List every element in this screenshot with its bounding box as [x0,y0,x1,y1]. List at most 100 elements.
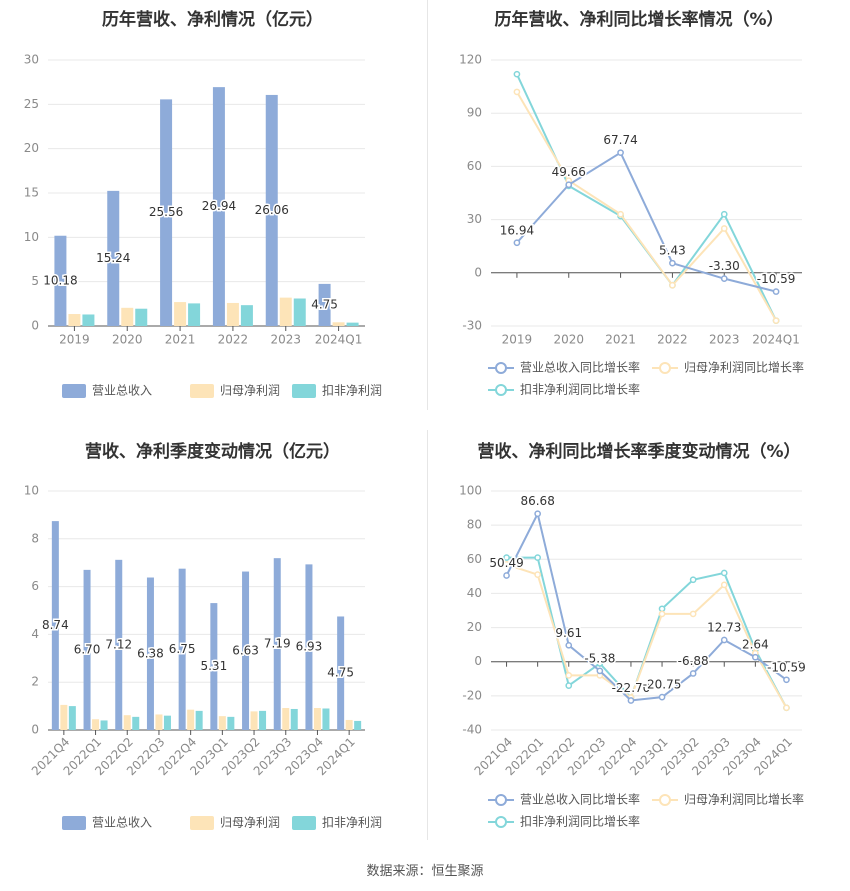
legend-swatch [62,816,86,830]
y-tick-label: -20 [462,688,482,702]
bar-归母净利润 [282,708,289,730]
y-tick-label: 60 [467,552,482,566]
legend-label: 归母净利润同比增长率 [684,792,804,807]
legend-swatch [190,384,214,398]
bar-归母净利润 [227,303,239,326]
data-point [597,668,602,673]
legend-label: 扣非净利润同比增长率 [520,814,640,829]
data-label: 6.70 [74,642,101,656]
x-tick-label: 2020 [553,333,584,347]
bar-扣非净利润 [188,303,200,326]
legend-swatch [292,384,316,398]
data-point [659,695,664,700]
data-label: -3.30 [709,259,740,273]
legend-label: 扣非净利润同比增长率 [520,382,640,397]
y-tick-label: 2 [31,675,39,689]
x-tick-label: 2019 [502,333,533,347]
data-point [722,637,727,642]
bar-扣非净利润 [347,323,359,326]
data-point [722,226,727,231]
legend-label: 归母净利润 [220,816,280,830]
data-label: 5.43 [659,244,686,258]
data-point [691,671,696,676]
legend-marker [660,363,670,373]
data-label: -10.59 [757,272,796,286]
chart-title: 营收、净利同比增长率季度变动情况（%） [477,441,800,462]
quarterly-growth-rate-line-chart: 营收、净利同比增长率季度变动情况（%）-40-20020406080100202… [428,430,850,850]
quarterly-revenue-profit-bar-chart: 营收、净利季度变动情况（亿元）02468102021Q42022Q12022Q2… [0,430,425,850]
data-label: 10.18 [43,273,77,287]
data-point [670,283,675,288]
data-point [566,683,571,688]
data-label: 86.68 [520,494,554,508]
data-point [535,511,540,516]
data-label: 67.74 [603,133,637,147]
data-label: 2.64 [742,638,769,652]
legend-label: 扣非净利润 [322,816,382,830]
data-point [773,318,778,323]
data-label: 5.31 [200,659,227,673]
bar-归母净利润 [280,298,292,326]
data-point [504,573,509,578]
data-point [722,212,727,217]
legend-swatch [190,816,214,830]
x-tick-label: 2023 [709,333,740,347]
bar-扣非净利润 [259,711,266,730]
bar-扣非净利润 [241,305,253,326]
x-tick-label: 2019 [59,333,90,347]
series-line-扣非净利润同比增长率 [517,74,776,320]
x-tick-label: 2020 [112,333,143,347]
data-label: 6.93 [296,640,323,654]
y-tick-label: 10 [24,230,39,244]
y-tick-label: 0 [31,319,39,333]
y-tick-label: 80 [467,518,482,532]
bar-扣非净利润 [354,721,361,730]
bar-扣非净利润 [164,716,171,730]
y-tick-label: 5 [31,274,39,288]
y-tick-label: -40 [462,723,482,737]
data-point [722,276,727,281]
x-tick-label: 2022 [657,333,688,347]
x-tick-label: 2023 [270,333,301,347]
y-tick-label: 60 [467,159,482,173]
data-label: 4.75 [311,297,338,311]
data-label: -5.38 [584,651,615,665]
data-label: 26.94 [202,199,236,213]
x-tick-label: 2021 [165,333,196,347]
bar-扣非净利润 [322,708,329,730]
y-tick-label: 100 [459,484,482,498]
data-source-note: 数据来源：恒生聚源 [0,860,850,879]
bar-归母净利润 [314,708,321,730]
y-tick-label: 30 [467,212,482,226]
data-point [773,289,778,294]
data-point [514,89,519,94]
data-point [566,182,571,187]
data-label: 7.12 [105,637,132,651]
y-tick-label: 8 [31,531,39,545]
chart-title: 历年营收、净利同比增长率情况（%） [494,9,783,30]
bar-归母净利润 [92,719,99,730]
data-label: 4.75 [327,666,354,680]
x-tick-label: 2024Q1 [315,333,363,347]
data-point [566,643,571,648]
data-label: 6.63 [232,643,259,657]
data-point [691,577,696,582]
legend-label: 扣非净利润 [322,384,382,398]
y-tick-label: 4 [31,627,39,641]
data-label: 6.75 [169,642,196,656]
legend-marker [496,817,506,827]
data-label: 15.24 [96,251,130,265]
data-label: 8.74 [42,618,69,632]
data-label: 9.61 [555,626,582,640]
data-label: 6.38 [137,646,164,660]
annual-growth-rate-line-chart: 历年营收、净利同比增长率情况（%） -30 0 30 60 90 120 2019 2020 20… [428,0,850,420]
bar-扣非净利润 [82,314,94,326]
data-point [618,150,623,155]
data-point [784,677,789,682]
bar-归母净利润 [219,716,226,730]
legend-swatch [62,384,86,398]
data-point [784,705,789,710]
bar-扣非净利润 [135,309,147,326]
y-tick-label: 10 [24,484,39,498]
legend-marker [496,363,506,373]
